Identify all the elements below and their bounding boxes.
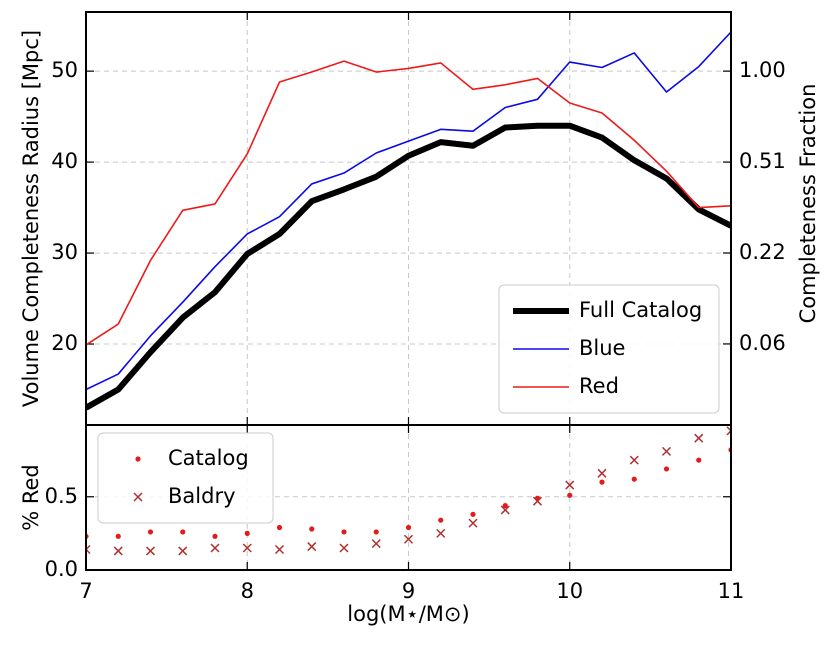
- x-tick-label: 8: [241, 579, 254, 603]
- legend-box: [498, 284, 720, 414]
- x-marker: [307, 542, 317, 552]
- x-marker: [86, 544, 91, 555]
- series-line: [86, 60, 731, 346]
- x-marker: [242, 543, 252, 553]
- dot-marker: [470, 511, 476, 517]
- x-tick-label: 9: [402, 579, 415, 603]
- dot-marker: [405, 524, 412, 531]
- x-tick-label: 10: [556, 579, 583, 603]
- x-marker: [403, 534, 414, 544]
- x-marker: [339, 543, 349, 553]
- y2-axis-label: Completeness Fraction: [796, 84, 820, 324]
- legend-label: Red: [579, 374, 619, 398]
- x-marker: [629, 455, 639, 465]
- dot-marker: [567, 492, 573, 498]
- y-tick-label: 20: [51, 331, 78, 355]
- x-marker: [532, 496, 543, 506]
- x-marker: [500, 505, 510, 515]
- y-axis-label: Volume Completeness Radius [Mpc]: [19, 30, 43, 407]
- dot-marker: [309, 526, 315, 532]
- x-axis-label: log(M⋆/M⊙): [347, 602, 469, 626]
- x-tick-label: 11: [718, 579, 745, 603]
- dot-marker: [276, 524, 283, 531]
- x-marker: [210, 543, 220, 553]
- dot-marker: [212, 533, 218, 539]
- x-marker: [694, 433, 704, 443]
- y2-tick-label: 0.22: [739, 240, 786, 264]
- x-marker: [661, 446, 672, 456]
- series-line: [86, 122, 731, 411]
- y-tick-label: 40: [51, 149, 78, 173]
- dot-marker: [341, 529, 347, 535]
- series-line: [86, 31, 731, 391]
- dot-marker: [115, 533, 121, 539]
- plot-area: [86, 426, 731, 556]
- dot-marker: [147, 529, 154, 535]
- legend-label: Baldry: [168, 484, 236, 508]
- legend-label: Catalog: [168, 446, 249, 470]
- dot-marker: [373, 529, 379, 535]
- y2-tick-label: 0.51: [739, 149, 786, 173]
- x-marker: [565, 480, 575, 490]
- y-tick-label: 50: [51, 58, 78, 82]
- x-marker: [274, 544, 285, 555]
- y2-tick-label: 1.00: [739, 58, 786, 82]
- dot-marker: [599, 479, 605, 485]
- axes-frame: [85, 424, 732, 571]
- x-marker: [113, 546, 123, 556]
- legend-label: Full Catalog: [579, 298, 702, 322]
- dot-marker: [663, 466, 670, 472]
- x-marker: [178, 546, 188, 556]
- legend-swatch: [133, 492, 143, 502]
- x-marker: [726, 426, 731, 436]
- x-tick-label: 7: [79, 579, 92, 603]
- x-marker: [436, 528, 446, 538]
- y-tick-label: 30: [51, 240, 78, 264]
- x-marker: [371, 539, 381, 549]
- x-marker: [468, 518, 478, 528]
- y-tick-label: 0.0: [45, 557, 78, 581]
- y-axis-label: % Red: [19, 464, 43, 531]
- dot-marker: [438, 517, 444, 523]
- plot-area: [86, 31, 731, 411]
- dot-marker: [696, 457, 702, 463]
- dot-marker: [244, 530, 250, 536]
- dot-marker: [180, 529, 186, 535]
- x-marker: [145, 546, 156, 556]
- x-marker: [597, 468, 607, 478]
- legend-swatch: [135, 456, 141, 462]
- dot-marker: [502, 502, 508, 509]
- y2-tick-label: 0.06: [739, 331, 786, 355]
- dot-marker: [631, 476, 637, 482]
- y-tick-label: 0.5: [45, 484, 78, 508]
- legend-label: Blue: [579, 336, 625, 360]
